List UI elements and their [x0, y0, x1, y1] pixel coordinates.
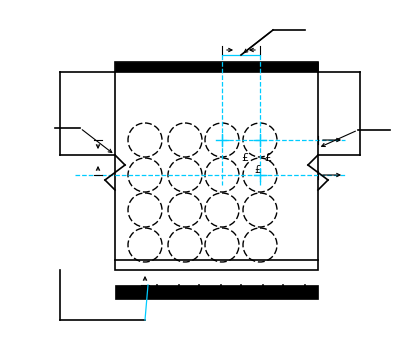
Bar	[115, 62, 318, 72]
Bar	[115, 285, 318, 299]
Bar	[115, 62, 318, 270]
Text: £: £	[264, 153, 271, 163]
Text: £: £	[254, 165, 260, 175]
Text: £: £	[242, 153, 249, 163]
